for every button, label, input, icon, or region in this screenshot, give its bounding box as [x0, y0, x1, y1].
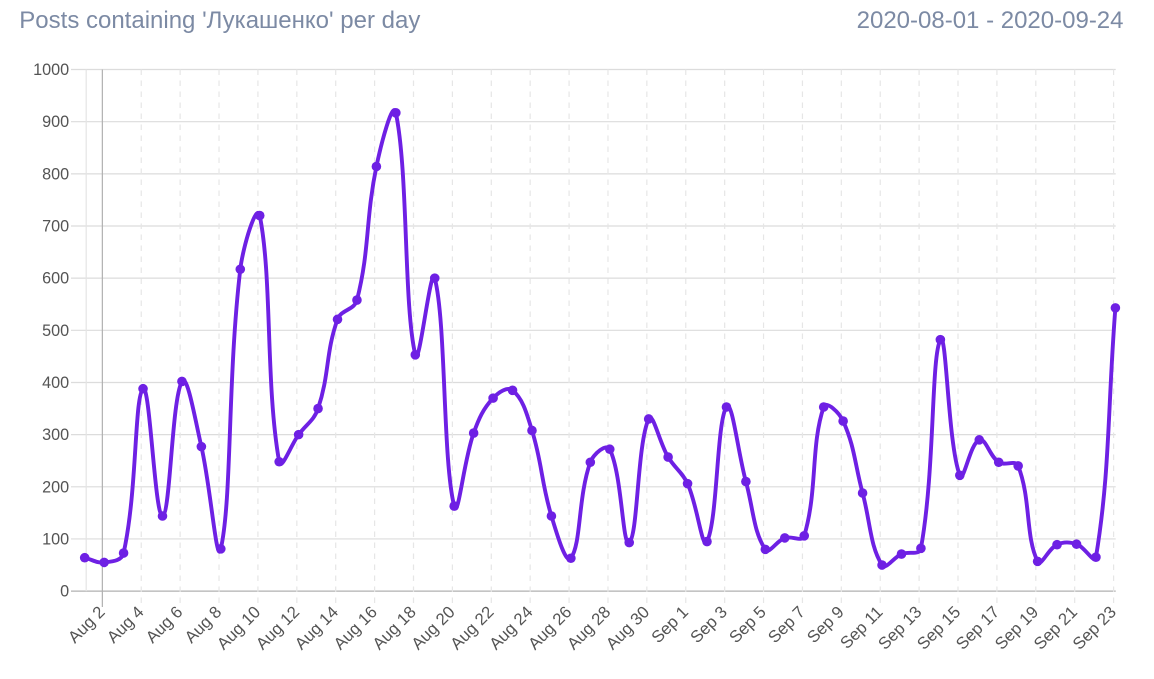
svg-text:100: 100 [42, 530, 69, 548]
svg-text:1000: 1000 [33, 61, 69, 79]
svg-text:2020-08-01 - 2020-09-24: 2020-08-01 - 2020-09-24 [857, 7, 1124, 34]
svg-text:700: 700 [42, 218, 69, 236]
svg-text:500: 500 [42, 322, 69, 340]
svg-text:0: 0 [60, 583, 69, 601]
svg-text:Posts containing 'Лукашенко' p: Posts containing 'Лукашенко' per day [19, 7, 420, 34]
svg-text:200: 200 [42, 478, 69, 496]
svg-text:600: 600 [42, 270, 69, 288]
svg-text:300: 300 [42, 426, 69, 444]
svg-text:800: 800 [42, 165, 69, 183]
svg-text:400: 400 [42, 374, 69, 392]
svg-text:900: 900 [42, 113, 69, 131]
